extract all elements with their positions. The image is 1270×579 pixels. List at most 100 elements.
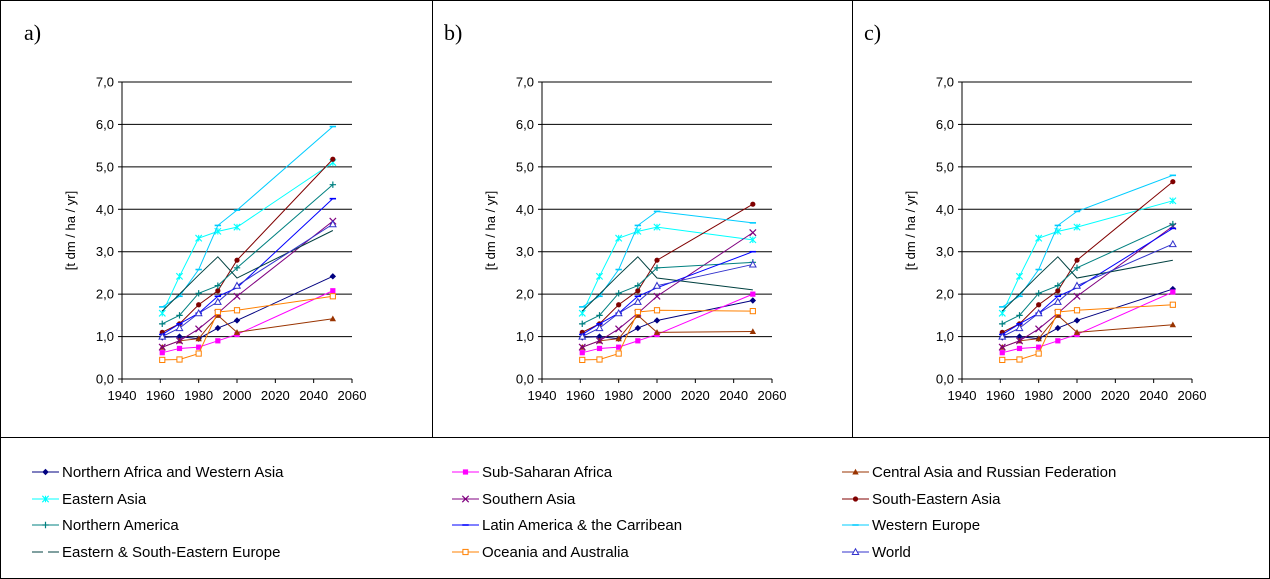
data-point	[214, 324, 222, 332]
data-point	[1073, 329, 1081, 335]
series-ese	[161, 230, 334, 312]
legend-item-sas: Southern Asia	[452, 491, 576, 508]
data-point	[596, 333, 603, 340]
legend-item-wld: World	[842, 544, 911, 561]
series-wld	[158, 219, 337, 340]
series-oce	[159, 293, 336, 364]
data-point	[175, 272, 184, 280]
data-point	[749, 228, 757, 237]
data-point	[1035, 350, 1042, 357]
data-point	[999, 350, 1005, 356]
data-point	[1170, 179, 1176, 185]
data-point	[1073, 292, 1081, 300]
legend-item-ssa: Sub-Saharan Africa	[452, 464, 613, 481]
series-line-eas	[581, 226, 753, 314]
series-weu	[579, 210, 757, 308]
y-tick-label: 0,0	[936, 372, 954, 387]
data-point	[578, 332, 587, 340]
legend-label: Northern America	[62, 517, 179, 534]
legend-label: Southern Asia	[482, 491, 576, 508]
data-point	[195, 234, 203, 242]
series-line-wld	[1002, 243, 1174, 338]
data-point	[233, 264, 241, 272]
legend-item-oce: Oceania and Australia	[452, 544, 629, 561]
series-line-sas	[1002, 225, 1174, 348]
y-tick-label: 5,0	[516, 159, 534, 174]
x-tick-label: 2040	[299, 388, 328, 403]
data-point	[1054, 282, 1062, 289]
data-point	[999, 320, 1006, 328]
data-point	[176, 333, 183, 340]
legend-marker	[42, 521, 49, 529]
legend-item-ese: Eastern & South-Eastern Europe	[32, 544, 280, 561]
data-point	[1016, 345, 1023, 352]
data-point	[579, 356, 586, 364]
data-point	[329, 293, 336, 300]
legend-item-lac: Latin America & the Carribean	[452, 517, 682, 534]
data-point	[595, 337, 604, 345]
data-point	[195, 335, 202, 342]
series-nam	[999, 220, 1177, 328]
series-line-lac	[1001, 227, 1174, 335]
data-point	[158, 343, 166, 351]
y-tick-label: 6,0	[516, 117, 534, 132]
y-tick-label: 1,0	[516, 329, 534, 344]
legend-label: Sub-Saharan Africa	[482, 464, 613, 481]
series-ese	[581, 256, 753, 312]
legend-item-sea: South-Eastern Asia	[842, 491, 1001, 508]
data-point	[330, 156, 336, 162]
x-tick-label: 2040	[1139, 388, 1168, 403]
data-point	[233, 223, 241, 231]
data-point	[749, 297, 757, 304]
legend-label: Central Asia and Russian Federation	[872, 464, 1116, 481]
data-point	[749, 328, 757, 335]
data-point	[195, 350, 202, 357]
y-tick-label: 4,0	[936, 202, 954, 217]
y-tick-label: 2,0	[516, 287, 534, 302]
data-point	[1036, 344, 1042, 350]
data-point	[195, 290, 202, 297]
data-point	[1073, 307, 1081, 314]
series-line-lac	[161, 198, 334, 335]
series-line-ssa	[582, 293, 754, 354]
x-tick-label: 1980	[1024, 388, 1053, 403]
data-point	[998, 343, 1006, 351]
series-line-car	[162, 314, 333, 348]
series-ssa	[999, 289, 1176, 356]
data-point	[1169, 321, 1177, 328]
series-line-car	[582, 314, 753, 348]
y-tick-label: 3,0	[96, 244, 114, 259]
chart-panels: a) 0,0 1,0 2,0 3,0 4,0 5,0 6,0 7,0 1940 1960 1980 20…	[24, 20, 1206, 403]
y-tick-label: 6,0	[936, 117, 954, 132]
data-point	[999, 356, 1006, 364]
x-tick-label: 2000	[643, 388, 672, 403]
series-line-ssa	[1002, 291, 1174, 354]
data-point	[176, 312, 183, 319]
data-point	[635, 338, 641, 344]
data-point	[1074, 257, 1080, 263]
y-tick-label: 1,0	[936, 329, 954, 344]
data-point	[215, 288, 221, 294]
data-point	[233, 307, 241, 314]
series-line-nam	[162, 184, 334, 325]
series-line-ese	[161, 230, 334, 312]
data-point	[175, 323, 184, 332]
series-weu	[159, 125, 337, 308]
series-eas	[578, 223, 757, 317]
x-tick-label: 2040	[719, 388, 748, 403]
series-oce	[579, 307, 756, 364]
x-tick-label: 1960	[986, 388, 1015, 403]
data-point	[214, 308, 221, 316]
y-tick-label: 0,0	[516, 372, 534, 387]
series-line-ssa	[162, 290, 334, 354]
legend-marker	[852, 496, 859, 502]
x-tick-label: 2020	[1101, 388, 1130, 403]
data-point	[579, 320, 586, 328]
legend-label: South-Eastern Asia	[872, 491, 1001, 508]
data-point	[596, 356, 603, 363]
series-line-weu	[581, 210, 753, 308]
data-point	[1169, 220, 1177, 228]
x-tick-label: 1940	[528, 388, 557, 403]
data-point	[633, 297, 642, 305]
